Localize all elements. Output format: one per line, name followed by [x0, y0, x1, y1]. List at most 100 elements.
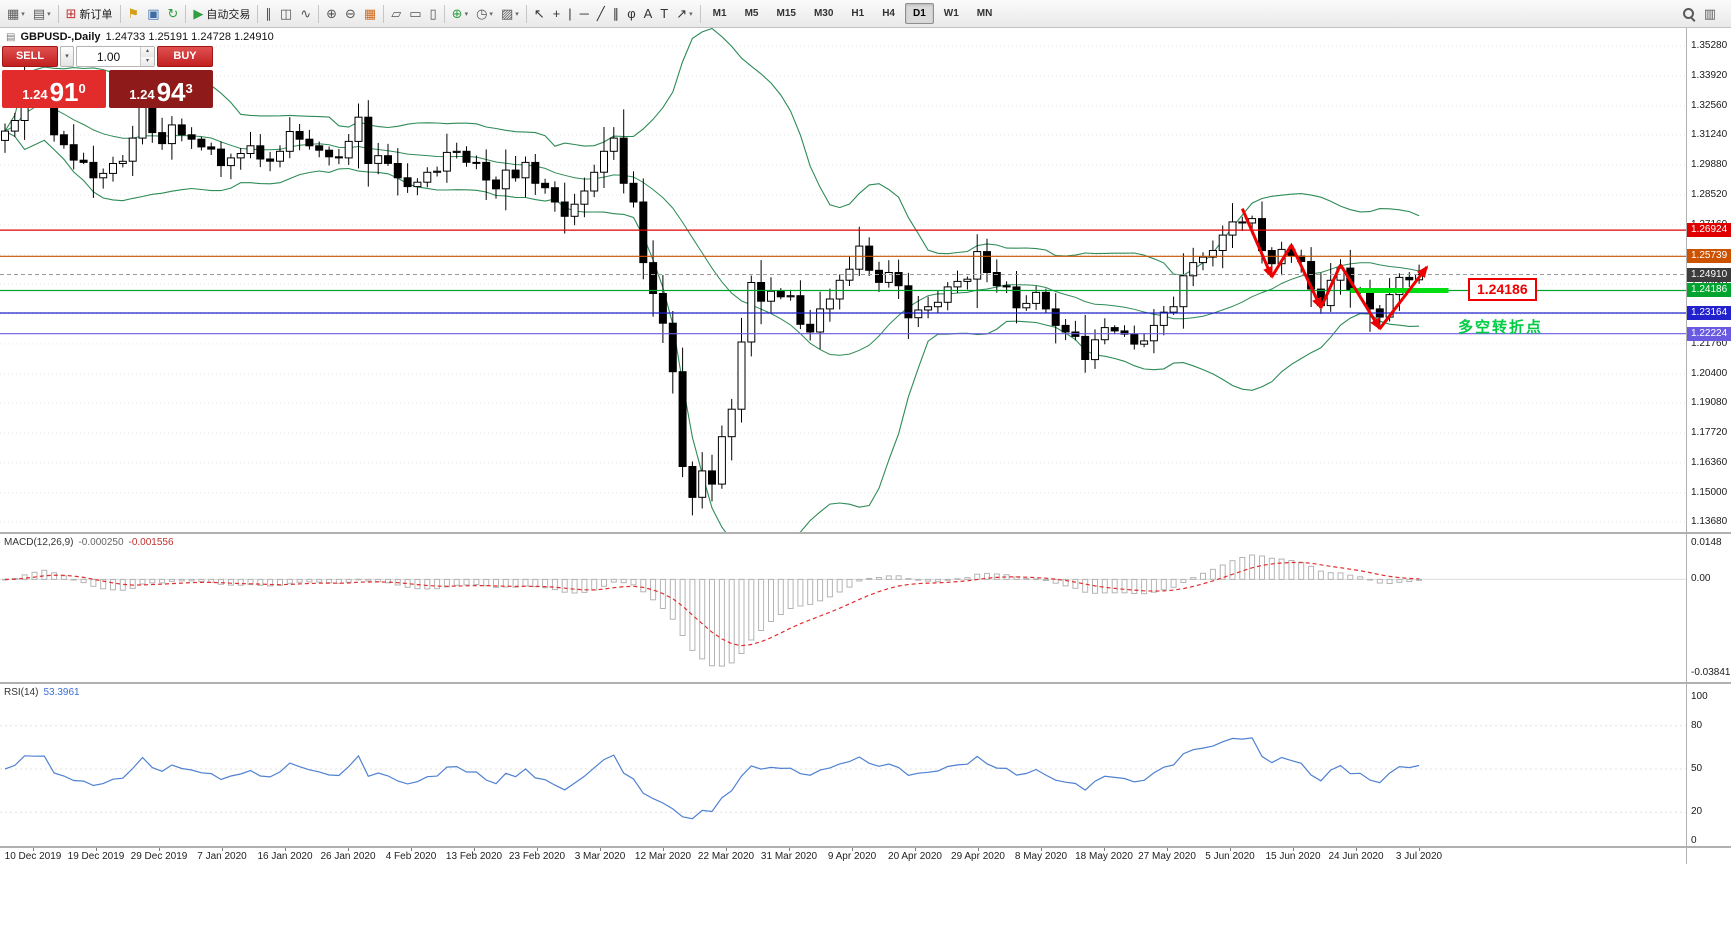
timeframe-h4[interactable]: H4	[882, 8, 895, 19]
add-indicator-button[interactable]: ⊕ ▾	[448, 3, 472, 25]
market-watch-button[interactable]: ⚑	[124, 3, 144, 25]
date-label: 9 Apr 2020	[827, 851, 877, 862]
price-axis-tick: 1.13680	[1691, 516, 1728, 527]
horizontal-line-button[interactable]: ─	[576, 3, 593, 25]
panel-divider[interactable]	[0, 682, 1731, 684]
cascade-windows-button[interactable]: ▯	[426, 3, 441, 25]
trendline-button[interactable]: ╱	[593, 3, 609, 25]
date-label: 22 Mar 2020	[697, 851, 755, 862]
new-window-button[interactable]: ▱	[387, 3, 405, 25]
timeframe-m5[interactable]: M5	[744, 8, 759, 19]
trend-arrows-annotation[interactable]	[1240, 208, 1429, 331]
bid-price-big: 91	[49, 77, 79, 107]
sell-button[interactable]: SELL	[2, 46, 58, 67]
rsi-line	[4, 737, 1420, 820]
zoom-in-button[interactable]: ⊕	[322, 3, 341, 25]
date-label: 15 Jun 2020	[1265, 851, 1321, 862]
chevron-down-icon: ▾	[515, 10, 519, 18]
ask-price-pip: 3	[185, 81, 193, 96]
data-window-button[interactable]: ▣	[143, 3, 163, 25]
cursor-button[interactable]: ↖	[530, 3, 549, 25]
price-line-label: 1.26924	[1687, 223, 1731, 237]
crosshair-button[interactable]: +	[549, 3, 565, 25]
date-tick-mark	[1230, 848, 1231, 851]
chevron-down-icon: ▾	[489, 10, 493, 18]
price-axis[interactable]: 1.35280 1.33920 1.32560 1.31240 1.29880 1.285…	[1686, 28, 1731, 864]
line-chart-button[interactable]: ∿	[296, 3, 315, 25]
buy-price-box[interactable]: 1.24 94 3	[109, 70, 213, 108]
main-chart-canvas[interactable]	[0, 28, 1686, 532]
macd-axis-tick: 0.00	[1691, 573, 1711, 584]
zoom-out-button[interactable]: ⊖	[341, 3, 360, 25]
new-order-button[interactable]: ⊞ 新订单	[62, 3, 117, 25]
date-tick-mark	[600, 848, 601, 851]
ask-price-prefix: 1.24	[129, 87, 155, 102]
lot-increase-button[interactable]: ▴	[141, 47, 154, 57]
chart-shift-button[interactable]: ▥	[1700, 3, 1720, 25]
new-order-icon: ⊞	[65, 5, 77, 21]
date-label: 29 Apr 2020	[951, 851, 1005, 862]
date-label: 18 May 2020	[1075, 851, 1133, 862]
text-label-button[interactable]: T	[656, 3, 672, 25]
date-axis[interactable]: 10 Dec 2019 19 Dec 2019 29 Dec 2019 7 Jan 2…	[0, 848, 1686, 864]
candlestick-chart-icon: ◫	[279, 5, 293, 21]
date-label: 31 Mar 2020	[760, 851, 818, 862]
date-tick-mark	[159, 848, 160, 851]
timeframe-d1[interactable]: D1	[904, 3, 934, 24]
autotrading-button[interactable]: ▶ 自动交易	[189, 3, 254, 25]
candlestick-chart-button[interactable]: ◫	[276, 3, 296, 25]
timeframe-m15[interactable]: M15	[776, 8, 796, 19]
buy-button[interactable]: BUY	[157, 46, 213, 67]
chevron-down-icon: ▾	[65, 53, 69, 60]
timeframe-h1[interactable]: H1	[851, 8, 865, 19]
macd-indicator-panel[interactable]	[0, 534, 1686, 682]
profiles-button[interactable]: ▤ ▾	[29, 3, 55, 25]
search-button[interactable]	[1677, 3, 1700, 25]
bottom-empty-area	[0, 864, 1731, 952]
periods-icon: ◷	[476, 5, 488, 21]
panel-divider[interactable]	[0, 532, 1731, 534]
rsi-indicator-panel[interactable]	[0, 684, 1686, 846]
channel-button[interactable]: ∥	[609, 3, 624, 25]
timeframe-m30[interactable]: M30	[813, 8, 834, 19]
chart-title: ▤ GBPUSD-,Daily 1.24733 1.25191 1.24728 …	[6, 31, 274, 43]
toolbar-buttons: ▦ ▾ ▤ ▾ ⊞ 新订单 ⚑ ▣ ↻ ▶ 自动交易 ∥ ◫ ∿ ⊕ ⊖ ▦ ▱ ▭ ▯ ⊕ ▾ ◷ ▾ ▨ ▾ ↖ + | ─ ╱ ∥ φ A T…	[3, 0, 704, 28]
toolbar-separator	[699, 4, 701, 23]
date-label: 24 Jun 2020	[1328, 851, 1384, 862]
fibonacci-button[interactable]: φ	[623, 3, 639, 25]
price-axis-tick: 1.15000	[1691, 487, 1728, 498]
price-axis-tick: 1.28520	[1691, 189, 1728, 200]
navigator-icon: ↻	[167, 5, 179, 21]
chevron-down-icon: ▾	[21, 10, 25, 18]
date-tick-mark	[915, 848, 916, 851]
bar-chart-button[interactable]: ∥	[261, 3, 276, 25]
rsi-axis-tick: 100	[1691, 691, 1708, 702]
vertical-line-button[interactable]: |	[564, 3, 575, 25]
price-callout-annotation[interactable]: 1.24186	[1468, 278, 1537, 301]
strategy-tester-button[interactable]: ▦	[360, 3, 380, 25]
lot-size-input[interactable]	[77, 47, 140, 66]
price-axis-tick: 1.32560	[1691, 100, 1728, 111]
periods-button[interactable]: ◷ ▾	[472, 3, 497, 25]
order-type-dropdown[interactable]: ▾	[60, 46, 74, 67]
price-line-label: 1.24186	[1687, 283, 1731, 297]
timeframe-w1[interactable]: W1	[943, 8, 959, 19]
arrows-button[interactable]: ↗ ▾	[672, 3, 696, 25]
timeframe-mn[interactable]: MN	[976, 8, 993, 19]
sell-price-box[interactable]: 1.24 91 0	[2, 70, 106, 108]
timeframe-m1[interactable]: M1	[712, 8, 727, 19]
turning-point-note-annotation[interactable]: 多空转折点	[1458, 319, 1544, 336]
date-label: 16 Jan 2020	[257, 851, 313, 862]
tile-windows-button[interactable]: ▭	[405, 3, 425, 25]
rsi-indicator-label: RSI(14) 53.3961	[4, 687, 80, 698]
navigator-button[interactable]: ↻	[163, 3, 182, 25]
new-chart-button[interactable]: ▦ ▾	[3, 3, 29, 25]
price-axis-tick: 1.31240	[1691, 129, 1728, 140]
lot-decrease-button[interactable]: ▾	[141, 56, 154, 66]
text-button[interactable]: A	[640, 3, 657, 25]
autotrading-button-label: 自动交易	[206, 8, 251, 21]
templates-button[interactable]: ▨ ▾	[497, 3, 523, 25]
bid-price-pip: 0	[78, 81, 86, 96]
zoom-in-icon: ⊕	[326, 5, 337, 21]
panel-divider[interactable]	[0, 846, 1731, 848]
